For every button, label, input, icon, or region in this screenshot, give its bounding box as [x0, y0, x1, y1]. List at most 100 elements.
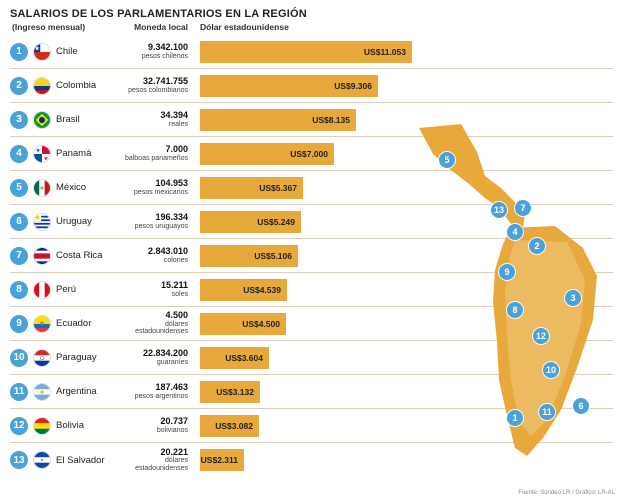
map-marker: 12 [533, 328, 549, 344]
country-name: Ecuador [56, 318, 91, 329]
source-credit: Fuente: Sondeo LR / Gráfico: LR-AL [518, 490, 615, 496]
usd-bar-label: US$4.500 [242, 319, 280, 329]
usd-bar: US$2.311 [200, 449, 244, 471]
local-currency-cell: 9.342.100 pesos chilenos [114, 43, 194, 60]
bar-cell: US$4.500 [194, 313, 412, 335]
local-currency-cell: 20.221 dólares estadounidenses [114, 448, 194, 472]
rank-flag-cell: 10 Paraguay [10, 349, 114, 367]
rank-badge: 8 [10, 281, 28, 299]
local-currency-label: colones [114, 257, 188, 264]
usd-bar-label: US$11.053 [364, 47, 406, 57]
local-currency-cell: 196.334 pesos uruguayos [114, 213, 194, 230]
header-ingreso: (Ingreso mensual) [10, 22, 114, 32]
bar-cell: US$4.539 [194, 279, 412, 301]
local-currency-cell: 7.000 balboas panameños [114, 145, 194, 162]
local-currency-label: dólares estadounidenses [114, 457, 188, 472]
infographic-container: SALARIOS DE LOS PARLAMENTARIOS EN LA REG… [0, 0, 623, 500]
country-name: Colombia [56, 80, 96, 91]
usd-bar: US$3.604 [200, 347, 269, 369]
rank-badge: 11 [10, 383, 28, 401]
rank-flag-cell: 9 Ecuador [10, 315, 114, 333]
bar-cell: US$5.106 [194, 245, 412, 267]
local-currency-label: pesos chilenos [114, 53, 188, 60]
flag-icon [33, 179, 51, 197]
bar-cell: US$7.000 [194, 143, 412, 165]
rank-flag-cell: 12 Bolivia [10, 417, 114, 435]
local-currency-label: reales [114, 121, 188, 128]
map-marker: 7 [515, 200, 531, 216]
local-currency-cell: 2.843.010 colones [114, 247, 194, 264]
country-name: El Salvador [56, 455, 105, 466]
rank-badge: 2 [10, 77, 28, 95]
usd-bar-label: US$8.135 [312, 115, 350, 125]
usd-bar-label: US$5.249 [257, 217, 295, 227]
rank-flag-cell: 11 Argentina [10, 383, 114, 401]
bar-cell: US$5.249 [194, 211, 412, 233]
map-region: 51374298312101116 [415, 80, 615, 480]
map-marker: 5 [439, 152, 455, 168]
rank-badge: 1 [10, 43, 28, 61]
bar-cell: US$3.132 [194, 381, 412, 403]
local-currency-cell: 20.737 bolivianos [114, 417, 194, 434]
flag-icon [33, 281, 51, 299]
local-currency-cell: 15.211 soles [114, 281, 194, 298]
flag-icon [33, 417, 51, 435]
country-name: Argentina [56, 386, 97, 397]
svg-text:★: ★ [44, 155, 49, 161]
header-dolar: Dólar estadounidense [194, 22, 613, 32]
local-amount: 196.334 [114, 213, 188, 222]
local-currency-label: balboas panameños [114, 155, 188, 162]
country-name: México [56, 182, 86, 193]
rank-badge: 12 [10, 417, 28, 435]
flag-icon [33, 383, 51, 401]
usd-bar: US$11.053 [200, 41, 412, 63]
local-amount: 34.394 [114, 111, 188, 120]
bar-cell: US$5.367 [194, 177, 412, 199]
local-currency-cell: 104.953 pesos mexicanos [114, 179, 194, 196]
rank-flag-cell: 1 Chile [10, 43, 114, 61]
usd-bar-label: US$2.311 [201, 455, 238, 465]
local-amount: 15.211 [114, 281, 188, 290]
local-amount: 20.737 [114, 417, 188, 426]
rank-badge: 7 [10, 247, 28, 265]
rank-badge: 9 [10, 315, 28, 333]
flag-icon [33, 451, 51, 469]
bar-cell: US$11.053 [194, 41, 412, 63]
country-name: Panamá [56, 148, 91, 159]
map-marker: 3 [565, 290, 581, 306]
bar-cell: US$9.306 [194, 75, 412, 97]
usd-bar-label: US$9.306 [334, 81, 372, 91]
rank-badge: 4 [10, 145, 28, 163]
local-amount: 9.342.100 [114, 43, 188, 52]
usd-bar: US$5.106 [200, 245, 298, 267]
usd-bar: US$9.306 [200, 75, 378, 97]
local-amount: 7.000 [114, 145, 188, 154]
local-currency-cell: 187.463 pesos argentinos [114, 383, 194, 400]
flag-icon [33, 43, 51, 61]
country-name: Uruguay [56, 216, 92, 227]
local-amount: 22.834.200 [114, 349, 188, 358]
rank-badge: 5 [10, 179, 28, 197]
country-name: Paraguay [56, 352, 97, 363]
local-currency-label: soles [114, 291, 188, 298]
usd-bar: US$7.000 [200, 143, 334, 165]
usd-bar-label: US$5.367 [259, 183, 297, 193]
rank-flag-cell: 3 Brasil [10, 111, 114, 129]
map-marker: 10 [543, 362, 559, 378]
local-currency-label: pesos colombianos [114, 87, 188, 94]
local-currency-label: dólares estadounidenses [114, 321, 188, 336]
rank-flag-cell: 4 ★★ Panamá [10, 145, 114, 163]
local-currency-cell: 4.500 dólares estadounidenses [114, 311, 194, 335]
flag-icon [33, 77, 51, 95]
map-marker: 2 [529, 238, 545, 254]
usd-bar: US$5.249 [200, 211, 301, 233]
local-amount: 32.741.755 [114, 77, 188, 86]
map-marker: 9 [499, 264, 515, 280]
bar-cell: US$3.082 [194, 415, 412, 437]
usd-bar: US$8.135 [200, 109, 356, 131]
usd-bar-label: US$3.132 [216, 387, 254, 397]
bar-cell: US$8.135 [194, 109, 412, 131]
usd-bar: US$4.500 [200, 313, 286, 335]
map-marker: 8 [507, 302, 523, 318]
usd-bar-label: US$3.082 [215, 421, 253, 431]
